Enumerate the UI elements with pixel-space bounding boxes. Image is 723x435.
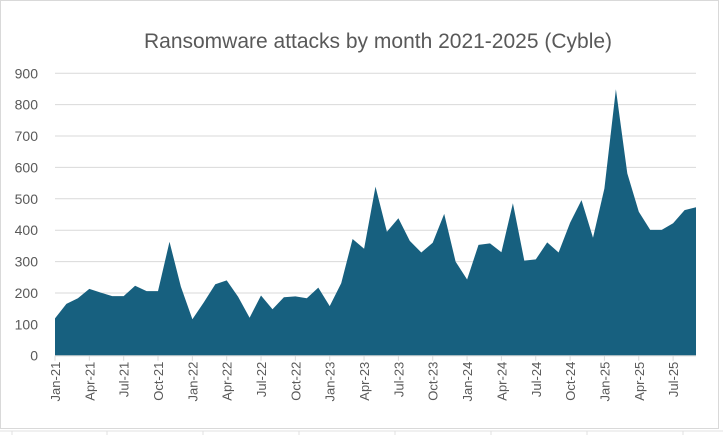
x-tick-label: Oct-21 [151, 362, 166, 401]
x-tick-label: Jul-22 [254, 362, 269, 397]
chart-title: Ransomware attacks by month 2021-2025 (C… [144, 30, 612, 53]
x-tick-label: Oct-22 [288, 362, 303, 401]
y-tick-label: 200 [15, 285, 39, 301]
x-tick-label: Oct-23 [426, 362, 441, 401]
y-tick-label: 400 [15, 222, 39, 238]
x-tick-label: Jul-25 [666, 362, 681, 397]
x-tick-label: Oct-24 [563, 362, 578, 401]
x-tick-label: Jul-23 [391, 362, 406, 397]
x-tick-label: Jan-24 [460, 362, 475, 402]
x-tick-label: Apr-22 [220, 362, 235, 401]
area-series [55, 89, 696, 356]
y-axis-labels: 0 100 200 300 400 500 600 700 800 900 [15, 65, 39, 363]
x-axis-labels: Jan-21 Apr-21 Jul-21 Oct-21 Jan-22 Apr-22 Jul-… [48, 362, 681, 402]
x-tick-label: Jan-25 [597, 362, 612, 402]
x-axis [54, 355, 696, 361]
x-tick-label: Apr-23 [357, 362, 372, 401]
y-tick-label: 500 [15, 191, 39, 207]
y-tick-label: 800 [15, 97, 39, 113]
x-tick-label: Jul-21 [117, 362, 132, 397]
y-tick-label: 900 [15, 65, 39, 81]
y-tick-label: 100 [15, 316, 39, 332]
y-tick-label: 700 [15, 128, 39, 144]
x-tick-label: Apr-25 [632, 362, 647, 401]
y-tick-label: 0 [30, 348, 38, 364]
x-tick-label: Apr-21 [82, 362, 97, 401]
y-tick-label: 300 [15, 254, 39, 270]
x-tick-label: Jan-23 [323, 362, 338, 402]
x-tick-label: Jan-21 [48, 362, 63, 402]
x-tick-label: Jul-24 [529, 362, 544, 397]
x-tick-label: Apr-24 [494, 362, 509, 401]
y-tick-label: 600 [15, 159, 39, 175]
x-tick-label: Jan-22 [185, 362, 200, 402]
